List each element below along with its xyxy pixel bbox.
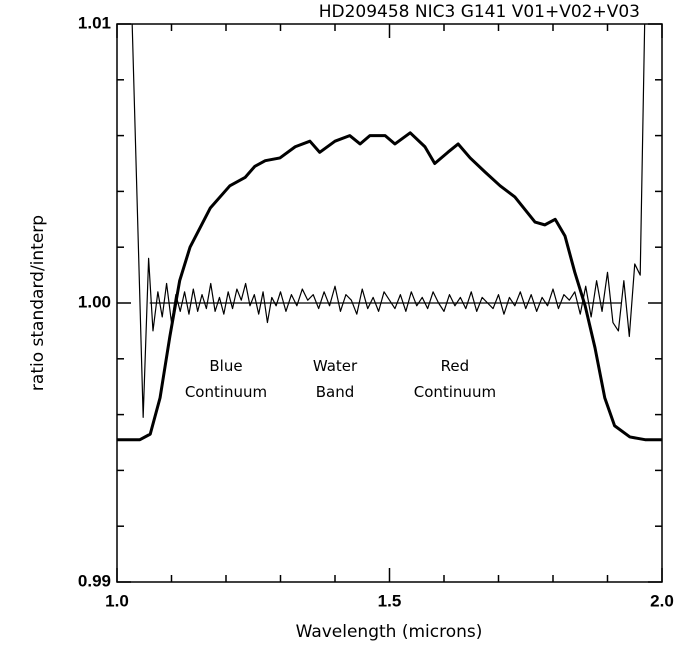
annotation: Red (441, 357, 470, 375)
x-tick-label: 1.0 (105, 591, 129, 610)
y-tick-label: 1.00 (78, 292, 111, 311)
data-line (117, 131, 662, 442)
plot-area (117, 24, 662, 442)
annotation: Water (313, 357, 358, 375)
x-tick-label: 1.5 (378, 591, 402, 610)
annotation: Blue (209, 357, 242, 375)
annotation: Continuum (185, 383, 267, 401)
y-tick-label: 1.01 (78, 13, 111, 32)
annotation: Band (316, 383, 355, 401)
data-line (131, 24, 646, 418)
annotation: Continuum (414, 383, 496, 401)
x-tick-label: 2.0 (650, 591, 674, 610)
y-axis-label: ratio standard/interp (28, 215, 48, 391)
chart-title: HD209458 NIC3 G141 V01+V02+V03 (319, 2, 640, 22)
x-axis-label: Wavelength (microns) (296, 622, 483, 642)
y-tick-label: 0.99 (78, 571, 111, 590)
plot-frame (116, 23, 663, 583)
